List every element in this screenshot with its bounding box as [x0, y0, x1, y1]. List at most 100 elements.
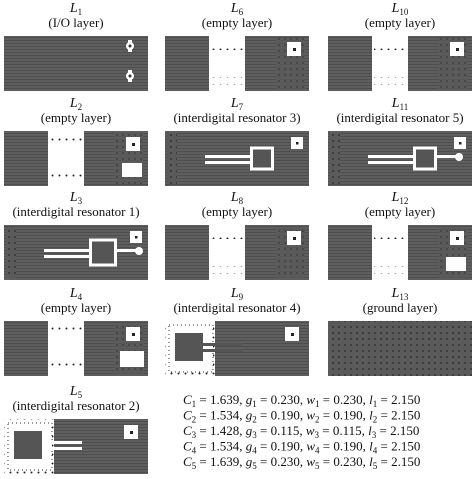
layer-panel: L7(interdigital resonator 3): [165, 96, 309, 186]
layer-symbol: L: [391, 96, 400, 111]
layer-label: L12: [391, 190, 409, 206]
layer-caption: (interdigital resonator 1): [12, 204, 139, 219]
layer-caption: (empty layer): [41, 110, 111, 125]
board: [165, 131, 309, 186]
eq-value: = 0.230,: [257, 392, 307, 407]
layer-caption: (empty layer): [365, 204, 435, 219]
finger: [205, 155, 251, 158]
board-left: [328, 225, 372, 280]
via-row: [211, 42, 244, 50]
via: [293, 237, 296, 240]
board-left: [165, 225, 209, 280]
via: [132, 333, 135, 336]
via-row: [50, 327, 83, 335]
eq-symbol: w: [306, 454, 315, 469]
layer-panel: L5(interdigital resonator 2): [4, 384, 148, 474]
layer-symbol: L: [69, 384, 78, 399]
finger: [44, 255, 90, 258]
layer-caption: (interdigital resonator 3): [173, 110, 300, 125]
via-row: [211, 266, 244, 274]
resonator: [14, 431, 42, 459]
via: [296, 142, 299, 145]
eq-value: = 0.190,: [257, 408, 307, 423]
layer-panel: L10(empty layer): [328, 1, 472, 91]
layer-symbol: L: [230, 286, 239, 301]
board-left: [4, 321, 48, 376]
eq-symbol: l: [369, 392, 373, 407]
eq-symbol: l: [369, 454, 373, 469]
eq-symbol: g: [246, 454, 253, 469]
equation: C3 = 1.428, g3 = 0.115, w3 = 0.115, l3 =…: [183, 423, 419, 440]
finger: [42, 441, 82, 444]
eq-symbol: l: [368, 423, 372, 438]
layer-panel: L8(empty layer): [165, 190, 309, 280]
eq-value: = 1.534,: [196, 408, 246, 423]
eq-subscript: 5: [315, 461, 320, 471]
layer-label: L9: [230, 286, 244, 302]
layer-label: L4: [69, 286, 83, 302]
resonator-core: [92, 241, 114, 264]
layer-label: L3: [69, 190, 83, 206]
layer-label: L6: [230, 1, 244, 17]
layer-subscript: 12: [399, 196, 408, 206]
eq-symbol: C: [183, 392, 192, 407]
eq-subscript: 4: [373, 446, 378, 456]
eq-symbol: C: [183, 423, 192, 438]
board: [4, 225, 148, 280]
layer-subscript: 11: [400, 102, 409, 112]
eq-subscript: 2: [373, 415, 378, 425]
layer-caption: (I/O layer): [48, 15, 103, 30]
board: [328, 321, 472, 376]
board: [4, 36, 148, 91]
eq-subscript: 4: [252, 446, 257, 456]
layer-symbol: L: [230, 96, 239, 111]
via: [130, 431, 133, 434]
resonator-core: [253, 149, 271, 168]
finger: [203, 343, 243, 346]
eq-symbol: g: [246, 423, 253, 438]
layer-caption: (empty layer): [365, 15, 435, 30]
eq-value: = 2.150: [377, 392, 420, 407]
eq-subscript: 4: [315, 446, 320, 456]
eq-value: = 0.230,: [320, 454, 370, 469]
finger: [203, 349, 243, 352]
finger: [42, 447, 82, 450]
via-row: [374, 231, 407, 239]
layer-caption: (empty layer): [202, 15, 272, 30]
eq-subscript: 5: [192, 461, 197, 471]
via: [456, 48, 459, 51]
layer-symbol: L: [69, 1, 78, 16]
layer-panel: L3(interdigital resonator 1): [4, 190, 148, 280]
eq-subscript: 3: [372, 430, 377, 440]
eq-symbol: C: [183, 454, 192, 469]
layer-panel: L13(ground layer): [328, 286, 472, 376]
eq-subscript: 2: [315, 415, 320, 425]
eq-value: = 2.150: [377, 454, 420, 469]
eq-value: = 0.230,: [257, 454, 307, 469]
eq-symbol: l: [369, 439, 373, 454]
layer-symbol: L: [391, 190, 400, 205]
layer-symbol: L: [230, 190, 239, 205]
equation: C2 = 1.534, g2 = 0.190, w2 = 0.190, l2 =…: [183, 408, 420, 425]
eq-symbol: g: [246, 439, 253, 454]
via-row: [374, 266, 407, 274]
layer-symbol: L: [230, 1, 239, 16]
layer-caption: (empty layer): [202, 204, 272, 219]
eq-value: = 1.639,: [196, 392, 246, 407]
dots-strip: [6, 227, 16, 278]
feed: [117, 249, 137, 252]
via: [456, 237, 459, 240]
layer-caption: (interdigital resonator 4): [173, 300, 300, 315]
finger: [205, 161, 251, 164]
eq-subscript: 4: [192, 446, 197, 456]
via: [293, 48, 296, 51]
eq-symbol: g: [246, 392, 253, 407]
via-row: [211, 231, 244, 239]
layer-subscript: 13: [399, 292, 409, 302]
pad-large: [120, 351, 144, 367]
eq-symbol: w: [306, 392, 315, 407]
via: [459, 142, 462, 145]
equation: C5 = 1.639, g5 = 0.230, w5 = 0.230, l5 =…: [183, 454, 420, 471]
dots-strip: [167, 133, 177, 184]
